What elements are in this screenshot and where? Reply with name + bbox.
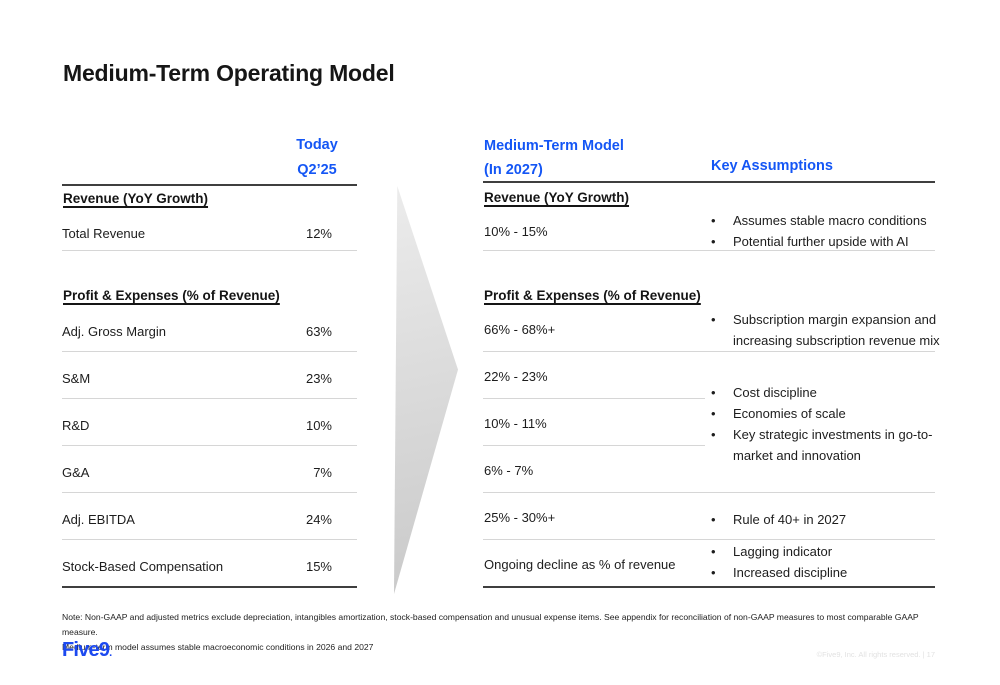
left-section-profit: Profit & Expenses (% of Revenue)	[63, 288, 280, 303]
bullet-icon	[711, 403, 733, 424]
divider	[62, 398, 357, 399]
list-item: Key strategic investments in go-to-marke…	[711, 424, 941, 466]
divider	[483, 492, 935, 493]
model-value: 22% - 23%	[484, 369, 548, 384]
divider	[62, 539, 357, 540]
row-value: 10%	[305, 417, 332, 433]
assumptions-ebitda: Rule of 40+ in 2027	[711, 509, 951, 530]
assumption-text: Potential further upside with AI	[733, 234, 909, 249]
row-value: 23%	[305, 370, 332, 386]
divider	[62, 250, 357, 251]
bullet-icon	[711, 424, 733, 445]
row-label: Adj. EBITDA	[62, 511, 135, 527]
divider	[483, 398, 705, 399]
bullet-icon	[711, 382, 733, 403]
assumption-text: Rule of 40+ in 2027	[733, 512, 847, 527]
assumption-text: Assumes stable macro conditions	[733, 213, 927, 228]
bullet-icon	[711, 541, 733, 562]
left-header-today: Today	[296, 137, 338, 153]
right-section-revenue: Revenue (YoY Growth)	[484, 190, 630, 205]
table-row: Total Revenue 12%	[62, 224, 357, 242]
assumption-text: Cost discipline	[733, 385, 817, 400]
table-row: Adj. EBITDA 24%	[62, 510, 357, 528]
model-value: Ongoing decline as % of revenue	[484, 557, 676, 572]
assumptions-sbc: Lagging indicator Increased discipline	[711, 541, 951, 583]
row-value: 63%	[305, 323, 332, 339]
list-item: Cost discipline	[711, 382, 941, 403]
model-value: 6% - 7%	[484, 463, 534, 478]
row-label: Total Revenue	[62, 225, 146, 241]
divider	[62, 492, 357, 493]
table-row: S&M 23%	[62, 369, 357, 387]
left-section-revenue: Revenue (YoY Growth)	[63, 191, 209, 206]
table-row: R&D 10%	[62, 416, 357, 434]
table-row: G&A 7%	[62, 463, 357, 481]
divider	[62, 445, 357, 446]
model-value: 66% - 68%+	[484, 322, 556, 337]
footnote-line1: Note: Non-GAAP and adjusted metrics excl…	[62, 612, 919, 637]
row-value: 12%	[305, 225, 332, 241]
assumptions-revenue: Assumes stable macro conditions Potentia…	[711, 210, 951, 252]
row-label: S&M	[62, 370, 91, 386]
divider	[483, 539, 935, 540]
footnote: Note: Non-GAAP and adjusted metrics excl…	[62, 610, 942, 655]
bullet-icon	[711, 562, 733, 583]
assumption-text: Lagging indicator	[733, 544, 833, 559]
table-row: Adj. Gross Margin 63%	[62, 322, 357, 340]
row-label: Adj. Gross Margin	[62, 323, 167, 339]
row-value: 7%	[313, 464, 332, 480]
bullet-icon	[711, 509, 733, 530]
model-value: 10% - 11%	[484, 416, 547, 431]
divider	[483, 351, 935, 352]
model-value: 10% - 15%	[484, 224, 548, 239]
assumption-text: Economies of scale	[733, 406, 846, 421]
model-value: 25% - 30%+	[484, 510, 556, 525]
divider	[62, 184, 357, 186]
list-item: Lagging indicator	[711, 541, 951, 562]
row-label: R&D	[62, 417, 90, 433]
assumption-text: Subscription margin expansion and increa…	[733, 312, 940, 348]
footnote-line2: Medium-term model assumes stable macroec…	[62, 642, 374, 652]
row-label: G&A	[62, 464, 90, 480]
row-value: 15%	[305, 558, 332, 574]
row-label: Stock-Based Compensation	[62, 558, 224, 574]
divider	[483, 586, 935, 588]
assumption-text: Key strategic investments in go-to-marke…	[733, 427, 933, 463]
key-assumptions-header: Key Assumptions	[711, 158, 833, 174]
model-header-line2: (In 2027)	[484, 162, 543, 178]
row-value: 24%	[305, 511, 332, 527]
divider	[483, 181, 935, 183]
bullet-icon	[711, 231, 733, 252]
bullet-icon	[711, 210, 733, 231]
list-item: Potential further upside with AI	[711, 231, 951, 252]
right-table-model-header: Medium-Term Model (In 2027)	[484, 134, 704, 182]
divider	[483, 445, 705, 446]
divider	[62, 351, 357, 352]
five9-logo: Five9	[62, 639, 111, 662]
right-section-profit: Profit & Expenses (% of Revenue)	[484, 288, 701, 303]
list-item: Assumes stable macro conditions	[711, 210, 951, 231]
table-row: Stock-Based Compensation 15%	[62, 557, 357, 575]
transition-arrow	[393, 186, 458, 594]
page-title: Medium-Term Operating Model	[63, 60, 395, 86]
divider	[483, 250, 935, 251]
list-item: Economies of scale	[711, 403, 941, 424]
assumptions-opex: Cost discipline Economies of scale Key s…	[711, 382, 941, 466]
list-item: Rule of 40+ in 2027	[711, 509, 951, 530]
divider	[62, 586, 357, 588]
left-header-quarter: Q2’25	[297, 162, 337, 178]
bullet-icon	[711, 309, 733, 330]
model-header-line1: Medium-Term Model	[484, 138, 624, 154]
assumption-text: Increased discipline	[733, 565, 848, 580]
left-table-column-header: Today Q2’25	[262, 133, 372, 183]
copyright-text: ©Five9, Inc. All rights reserved. | 17	[816, 650, 935, 659]
list-item: Increased discipline	[711, 562, 951, 583]
list-item: Subscription margin expansion and increa…	[711, 309, 969, 351]
assumptions-gross-margin: Subscription margin expansion and increa…	[711, 309, 969, 351]
